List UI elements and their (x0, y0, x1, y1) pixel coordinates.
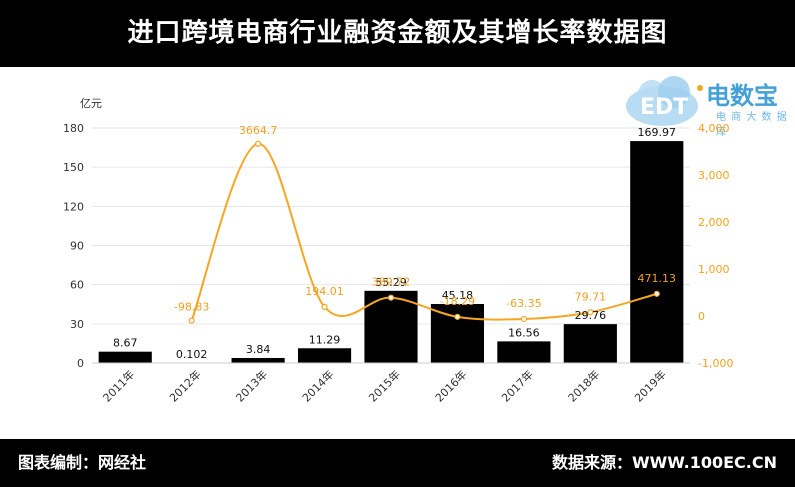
chart-area: 0 30 60 90 120 150 180 -1,000 0 1,000 2,000 3,000 4… (63, 97, 733, 405)
line-value-label: -18.29 (440, 295, 475, 308)
bar (297, 348, 352, 363)
cloud-logo-icon: EDT (626, 76, 703, 126)
left-tick-label: 30 (70, 318, 84, 331)
left-tick-label: 180 (63, 122, 84, 135)
brand-logo: EDT 电数宝 电 商 大 数 据 库 (622, 70, 792, 138)
x-tick-label: 2012年 (166, 367, 203, 404)
bar-value-labels: 8.67 0.102 3.84 11.29 55.29 45.18 16.56 29.76 16… (113, 126, 676, 361)
right-tick-label: 0 (698, 310, 705, 323)
bar-value-label: 16.56 (508, 326, 540, 339)
left-tick-label: 150 (63, 161, 84, 174)
bar-value-label: 11.29 (309, 333, 341, 346)
right-tick-label: 3,000 (698, 169, 730, 182)
line-value-label: 3664.7 (239, 124, 278, 137)
x-axis-labels: 2011年 2012年 2013年 2014年 2015年 2016年 2017年 2018年… (100, 367, 669, 404)
line-point (454, 313, 461, 320)
line-point (520, 315, 527, 323)
line-value-label: 389.72 (372, 276, 411, 289)
bar-series (98, 141, 684, 363)
right-tick-label: 1,000 (698, 263, 730, 276)
right-tick-label: 4,000 (698, 122, 730, 135)
footer-compiler: 图表编制：网经社 (18, 453, 147, 472)
header-bar: 进口跨境电商行业融资金额及其增长率数据图 (0, 0, 795, 67)
line-point (387, 294, 395, 301)
footer-source: 数据来源：WWW.100EC.CN (551, 453, 777, 472)
right-tick-label: 2,000 (698, 216, 730, 229)
line-value-label: -98.83 (174, 301, 209, 314)
line-value-label: 194.01 (305, 285, 344, 298)
line-value-label: -63.35 (506, 297, 541, 310)
footer-bar: 图表编制：网经社 数据来源：WWW.100EC.CN (0, 439, 795, 487)
bar-value-label: 3.84 (246, 343, 271, 356)
bar (98, 351, 152, 363)
logo-brand-name: 电数宝 (706, 82, 778, 110)
x-tick-label: 2013年 (233, 367, 270, 404)
bar-value-label: 55.29 (375, 276, 407, 289)
bar (231, 357, 285, 363)
y-axis-label: 亿元 (80, 97, 102, 110)
x-tick-label: 2016年 (432, 367, 469, 404)
line-point (255, 140, 262, 147)
x-tick-label: 2019年 (631, 367, 668, 404)
x-tick-label: 2011年 (100, 367, 137, 404)
x-tick-label: 2014年 (299, 367, 336, 404)
left-tick-label: 60 (70, 279, 84, 292)
left-axis-ticks: 0 30 60 90 120 150 180 (63, 122, 84, 370)
left-tick-label: 120 (63, 200, 84, 213)
x-tick-label: 2015年 (366, 367, 403, 404)
bar-value-label: 8.67 (113, 337, 138, 350)
bar-value-label: 169.97 (638, 126, 677, 139)
bar (563, 324, 617, 363)
bar-value-label: 45.18 (442, 289, 474, 302)
bar-value-label: 29.76 (575, 309, 607, 322)
line-point (188, 317, 195, 324)
line-value-labels: -98.83 3664.7 194.01 389.72 -18.29 -63.35 79.7… (174, 124, 676, 314)
bar-value-label: 0.102 (176, 348, 208, 361)
line-series (188, 140, 660, 324)
x-tick-label: 2018年 (565, 367, 602, 404)
right-tick-label: -1,000 (698, 357, 733, 370)
left-tick-label: 0 (77, 357, 84, 370)
bar (630, 141, 684, 363)
logo-subtitle: 电 商 大 数 据 库 (716, 112, 788, 138)
line-point (321, 303, 328, 310)
page-title: 进口跨境电商行业融资金额及其增长率数据图 (127, 18, 668, 48)
right-axis-ticks: -1,000 0 1,000 2,000 3,000 4,000 (698, 122, 733, 370)
bar (497, 341, 551, 363)
logo-mark: EDT (640, 95, 688, 120)
line-value-label: 471.13 (638, 272, 677, 285)
line-value-label: 79.71 (575, 290, 607, 303)
line-point (653, 290, 660, 297)
line-point (587, 309, 594, 316)
left-tick-label: 90 (70, 240, 84, 253)
x-tick-label: 2017年 (499, 367, 536, 404)
